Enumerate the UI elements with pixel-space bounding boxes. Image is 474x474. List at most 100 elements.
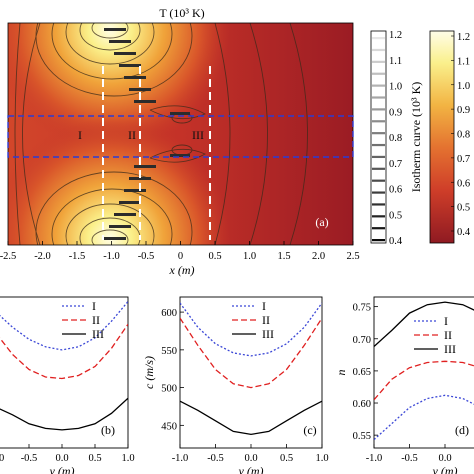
y-tick-label: 0.65 [353, 367, 371, 378]
temperature-colorbar-tick-label: 0.6 [457, 178, 470, 189]
series-line-II [374, 360, 474, 401]
isotherm-colorbar-step [372, 167, 385, 170]
x-tick-label: 0.5 [280, 453, 293, 464]
heatmap-panel-label: (a) [315, 215, 328, 229]
heatmap-x-tick-label: -2.5 [0, 251, 16, 262]
y-tick-label: 0.75 [353, 303, 371, 314]
heatmap-x-tick-label: -2.0 [34, 251, 51, 262]
heatmap-field [8, 23, 353, 245]
heatmap-x-axis-label: x (m) [169, 263, 195, 277]
heatmap-panel [7, 22, 354, 246]
x-tick-label: 0.0 [244, 453, 257, 464]
heatmap-x-tick-label: 2.0 [312, 251, 325, 262]
legend-label-III: III [262, 327, 274, 341]
x-tick-label: -0.5 [21, 453, 38, 464]
y-axis-label: c (m/s) [142, 356, 156, 389]
x-tick-label: -0.5 [401, 453, 418, 464]
x-tick-label: -1.0 [366, 453, 383, 464]
legend-label-III: III [92, 327, 104, 341]
isotherm-colorbar-tick-label: 0.4 [389, 236, 403, 247]
heatmap-title: T (10³ K) [159, 6, 204, 20]
isotherm-colorbar-step [372, 191, 385, 194]
temperature-colorbar-tick-label: 1.2 [457, 32, 470, 43]
y-tick-label: 0.55 [353, 431, 371, 442]
legend-label-II: II [262, 313, 270, 327]
measurement-band [7, 115, 354, 158]
temperature-colorbar-tick-label: 0.5 [457, 203, 470, 214]
isotherm-colorbar-frame [370, 30, 387, 244]
x-axis-label: y (m) [49, 464, 75, 474]
x-tick-label: -0.5 [207, 453, 224, 464]
region-label: III [192, 128, 204, 142]
heatmap-x-tick-label: 2.5 [346, 251, 359, 262]
panel-label-(d): (d) [455, 423, 469, 437]
heatmap-x-tick-label: 1.0 [243, 251, 256, 262]
isotherm-colorbar-tick-label: 1.2 [389, 30, 402, 41]
legend-label-I: I [92, 299, 96, 313]
isotherm-colorbar-step [372, 84, 385, 87]
legend-label-I: I [262, 299, 266, 313]
heatmap-x-tick-label: 0.5 [208, 251, 221, 262]
x-tick-label: 0.0 [55, 453, 68, 464]
isotherm-colorbar-label: Isotherm curve (10³ K) [409, 82, 423, 193]
isotherm-colorbar-tick-label: 0.7 [389, 159, 402, 170]
series-line-I [374, 394, 474, 441]
panel-label-(c): (c) [303, 423, 316, 437]
isotherm-colorbar-tick-label: 0.5 [389, 210, 402, 221]
y-tick-label: 600 [161, 308, 177, 319]
temperature-colorbar-tick-label: 1.0 [457, 81, 470, 92]
temperature-colorbar-tick-label: 0.7 [457, 154, 470, 165]
x-tick-label: 0.0 [438, 453, 451, 464]
isotherm-colorbar-step [372, 120, 385, 123]
heatmap-x-tick-label: -1.0 [103, 251, 120, 262]
temperature-colorbar-tick-label: 0.8 [457, 130, 470, 141]
isotherm-colorbar-step [372, 48, 385, 52]
isotherm-colorbar-tick-label: 1.0 [389, 82, 402, 93]
isotherm-colorbar-tick-label: 0.6 [389, 185, 402, 196]
isotherm-colorbar-step [372, 132, 385, 135]
isotherm-colorbar-step [372, 239, 385, 242]
isotherm-colorbar-tick-label: 1.1 [389, 56, 402, 67]
heatmap-x-tick-label: 1.5 [277, 251, 290, 262]
y-tick-label: 550 [161, 346, 177, 357]
series-line-III [180, 400, 322, 436]
series-line-I [0, 301, 128, 351]
heatmap-x-tick-label: -0.5 [138, 251, 155, 262]
series-line-II [180, 317, 322, 389]
y-tick-label: 0.60 [353, 399, 371, 410]
x-axis-label: y (m) [238, 464, 264, 474]
x-tick-label: 1.0 [121, 453, 134, 464]
temperature-colorbar [429, 30, 455, 244]
isotherm-colorbar-step [372, 108, 385, 111]
y-axis-label: n [334, 370, 348, 376]
region-label: I [78, 128, 82, 142]
temperature-colorbar-tick-label: 0.4 [457, 227, 471, 238]
isotherm-colorbar-tick-label: 0.8 [389, 133, 402, 144]
region-label: II [128, 128, 136, 142]
series-line-III [374, 301, 474, 347]
legend-label-II: II [92, 313, 100, 327]
temperature-colorbar-tick-label: 0.9 [457, 105, 470, 116]
y-tick-label: 450 [161, 421, 177, 432]
isotherm-colorbar-step [372, 72, 385, 75]
heatmap-x-tick-label: 0 [178, 251, 183, 262]
isotherm-colorbar: 1.2 1.1 1.0 0.9 0.8 0.7 0.6 0.5 0.4 Isotherm curv… [370, 30, 423, 247]
isotherm-colorbar-step [372, 60, 385, 63]
isotherm-colorbar-step [372, 155, 385, 159]
y-tick-label: 500 [161, 384, 177, 395]
isotherm-contours [14, 23, 308, 245]
x-axis-label: y (m) [432, 464, 458, 474]
series-line-I [180, 302, 322, 357]
isotherm-colorbar-step [372, 96, 385, 99]
legend-label-III: III [444, 342, 456, 356]
region-separators [102, 66, 211, 240]
electrode-bars [104, 28, 190, 240]
isotherm-colorbar-step [372, 143, 385, 147]
heatmap-x-tick-label: -1.5 [69, 251, 86, 262]
panel-label-(b): (b) [101, 423, 115, 437]
series-line-II [0, 323, 128, 380]
isotherm-colorbar-step [372, 179, 385, 182]
series-line-III [0, 397, 128, 431]
